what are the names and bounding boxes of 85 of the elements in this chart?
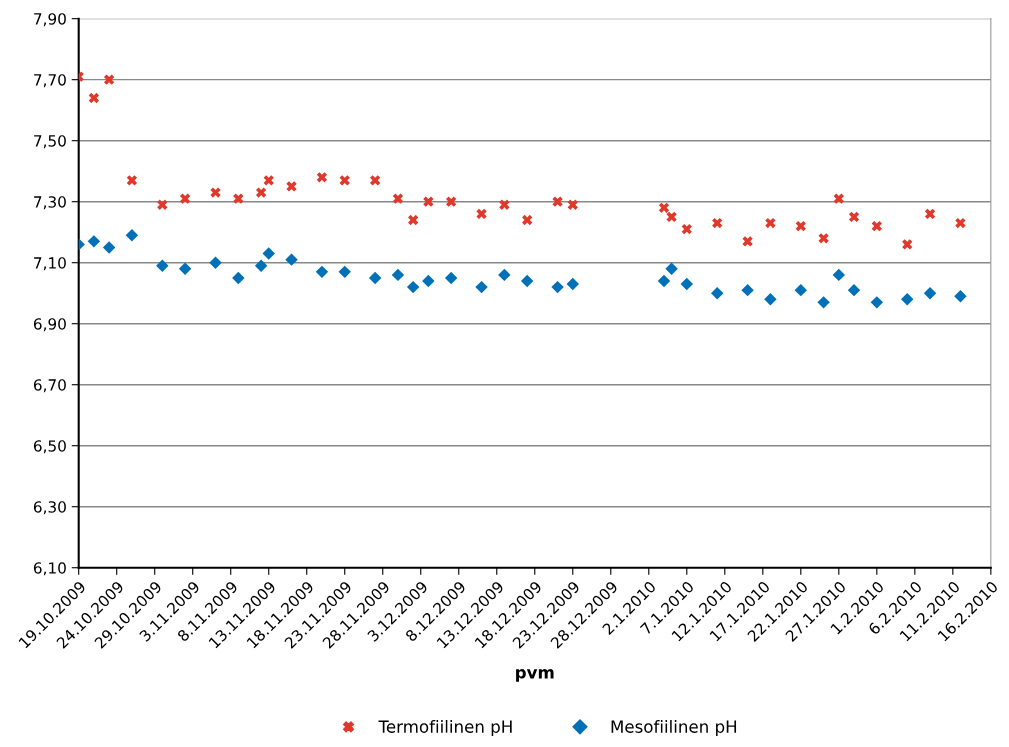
- point: [368, 271, 382, 285]
- point: [446, 196, 457, 207]
- point: [666, 211, 677, 223]
- point: [262, 247, 275, 260]
- y-tick-label: 7,30: [34, 196, 66, 210]
- point: [370, 175, 381, 186]
- legend-label: Termofiilinen pH: [378, 719, 512, 737]
- point: [392, 193, 404, 204]
- point: [566, 277, 579, 291]
- point: [254, 259, 268, 272]
- point: [263, 175, 274, 186]
- point: [315, 265, 329, 279]
- point: [522, 214, 533, 226]
- point: [210, 187, 221, 198]
- point: [665, 262, 678, 276]
- point: [232, 271, 245, 285]
- y-tick-label: 6,10: [33, 562, 66, 576]
- point: [209, 256, 222, 269]
- y-tick-label: 6,90: [33, 318, 66, 332]
- legend-label: Mesofiilinen pH: [611, 719, 737, 737]
- point: [741, 283, 754, 297]
- point: [422, 274, 435, 288]
- point: [338, 265, 351, 279]
- point: [871, 220, 882, 232]
- x-axis-title: pvm: [516, 669, 554, 682]
- point: [125, 229, 139, 242]
- point: [499, 199, 510, 210]
- y-tick-label: 7,50: [34, 135, 66, 149]
- point: [870, 296, 884, 309]
- point: [157, 199, 168, 210]
- point: [126, 175, 138, 186]
- point: [103, 74, 115, 85]
- y-tick-label: 7,10: [34, 257, 66, 271]
- y-tick-label: 6,50: [33, 440, 66, 454]
- point: [832, 268, 846, 282]
- point: [444, 271, 458, 285]
- point: [680, 277, 693, 291]
- point: [567, 199, 578, 210]
- point: [817, 296, 830, 309]
- point: [87, 235, 101, 248]
- point: [156, 259, 169, 272]
- point: [712, 217, 723, 229]
- point: [476, 208, 487, 220]
- point: [847, 283, 861, 297]
- point: [286, 181, 297, 192]
- point: [475, 280, 488, 294]
- point: [339, 175, 350, 186]
- point: [520, 274, 534, 288]
- point: [551, 280, 564, 294]
- point: [954, 290, 967, 303]
- point: [764, 293, 777, 306]
- point: [848, 211, 860, 223]
- y-tick-label: 6,70: [33, 379, 66, 393]
- point: [658, 202, 670, 213]
- point: [710, 286, 724, 300]
- point: [285, 253, 298, 266]
- point: [88, 92, 100, 104]
- point: [742, 236, 753, 247]
- point: [498, 268, 511, 282]
- point: [923, 286, 937, 300]
- point: [178, 262, 192, 276]
- point: [833, 193, 844, 204]
- y-tick-label: 6,30: [33, 501, 66, 515]
- y-tick-label: 7,90: [34, 13, 66, 27]
- point: [408, 214, 419, 226]
- y-tick-label: 7,70: [34, 74, 66, 88]
- point: [924, 208, 936, 220]
- point: [102, 241, 116, 254]
- point: [955, 217, 966, 229]
- point: [255, 187, 267, 198]
- point: [902, 239, 913, 250]
- point: [818, 233, 829, 244]
- point: [657, 274, 671, 288]
- point: [765, 217, 776, 229]
- point: [179, 193, 191, 204]
- point: [406, 280, 420, 294]
- point: [794, 283, 808, 297]
- point: [391, 268, 405, 282]
- point: [681, 223, 692, 235]
- point: [901, 293, 914, 306]
- point: [233, 193, 244, 204]
- point: [316, 172, 328, 183]
- point: [552, 196, 563, 207]
- point: [795, 220, 806, 232]
- point: [423, 196, 434, 207]
